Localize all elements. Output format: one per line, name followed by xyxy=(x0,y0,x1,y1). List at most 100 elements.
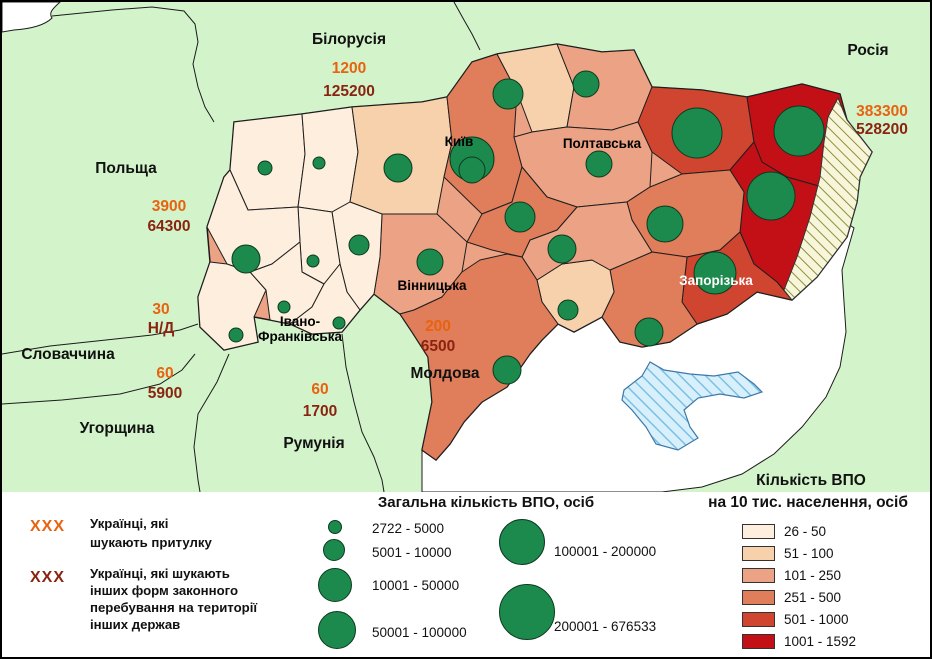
map-labels-layer: Білорусія Росія Польща Словаччина Угорщина Ру… xyxy=(21,31,908,452)
idp-circle-chernivtsi xyxy=(332,316,346,330)
other-line-3: перебування на території xyxy=(90,600,258,615)
idp-circle-mykolaiv xyxy=(557,299,579,321)
legend-circle-label-1: 2722 - 5000 xyxy=(372,521,445,536)
legend-circle-size-1 xyxy=(328,520,342,534)
idp-circle-dnipro xyxy=(646,205,684,243)
oblast-label-Київ: Київ xyxy=(445,134,474,149)
oblast-label-Полтавська: Полтавська xyxy=(563,136,642,151)
legend-circle-size-5 xyxy=(499,519,545,565)
oblast-odesa xyxy=(399,253,559,461)
idp-circle-zakarpattia xyxy=(228,327,244,343)
idp-circle-ternopil xyxy=(306,254,320,268)
legend-circle-label-2: 5001 - 10000 xyxy=(372,545,452,560)
country-label-Польща: Польща xyxy=(95,160,157,177)
idp-circles-layer xyxy=(228,70,825,385)
stat-asylum-russia: 383300 xyxy=(856,103,908,120)
legend-circle-label-5: 100001 - 200000 xyxy=(554,544,657,559)
legend-circle-size-2 xyxy=(323,539,345,561)
legend-swatch-label-5: 501 - 1000 xyxy=(784,612,849,627)
outflow-legend: XXX Українці, які шукають притулку XXX У… xyxy=(30,514,320,633)
other-line-1: Українці, які шукають xyxy=(90,566,230,581)
legend-circle-size-6 xyxy=(499,584,555,640)
hatched-crimea xyxy=(621,361,764,451)
idp-circle-cherkasy xyxy=(504,201,536,233)
asylum-legend-row: XXX Українці, які шукають притулку xyxy=(30,514,320,552)
idp-circle-zaporizhzhia xyxy=(693,251,737,295)
other-forms-xxx-marker: XXX xyxy=(30,569,66,586)
other-forms-legend-text: Українці, які шукають інших форм законно… xyxy=(90,565,257,633)
stat-other-slovakia: Н/Д xyxy=(148,320,175,337)
oblast-chernivtsi xyxy=(289,263,361,335)
idp-circle-zhytomyr xyxy=(383,153,413,183)
stat-asylum-moldova: 200 xyxy=(425,318,451,335)
northwest-water xyxy=(2,2,61,33)
circle-legend-title: Загальна кількість ВПО, осіб xyxy=(377,494,595,511)
idp-circle-kherson xyxy=(634,317,664,347)
legend-swatch-label-3: 101 - 250 xyxy=(784,568,842,583)
legend-swatch-label-6: 1001 - 1592 xyxy=(784,634,857,649)
idp-circle-donetsk xyxy=(746,171,796,221)
stat-other-hungary: 5900 xyxy=(148,385,182,402)
idp-circle-sumy xyxy=(572,70,600,98)
stat-asylum-slovakia: 30 xyxy=(152,301,169,318)
idp-circle-rivne xyxy=(312,156,326,170)
oblast-label-Івано-: Івано- xyxy=(280,314,320,329)
idp-circle-kirovohrad xyxy=(547,234,577,264)
country-label-Молдова: Молдова xyxy=(410,365,479,382)
stat-other-moldova: 6500 xyxy=(421,338,455,355)
idp-circle-khmelnytskyi xyxy=(348,234,370,256)
stat-other-romania: 1700 xyxy=(303,403,337,420)
legend-swatch-label-2: 51 - 100 xyxy=(784,546,834,561)
other-forms-legend-row: XXX Українці, які шукають інших форм зак… xyxy=(30,565,320,633)
legend-band xyxy=(2,492,930,657)
idp-circle-chernihiv xyxy=(492,78,524,110)
legend-circle-size-3 xyxy=(318,568,352,602)
country-label-Росія: Росія xyxy=(847,42,888,59)
idp-circle-lviv xyxy=(231,244,261,274)
country-label-Румунія: Румунія xyxy=(283,435,344,452)
legend-swatch-2 xyxy=(742,546,775,561)
asylum-xxx-marker: XXX xyxy=(30,518,66,535)
idp-circle-vinnytsia xyxy=(416,248,444,276)
idp-circle-odesa xyxy=(492,355,522,385)
stat-asylum-hungary: 60 xyxy=(156,365,173,382)
legend-circle-size-4 xyxy=(318,611,356,649)
legend-circle-label-3: 10001 - 50000 xyxy=(372,578,460,593)
asylum-line-2: шукають притулку xyxy=(90,535,212,550)
legend-swatch-1 xyxy=(742,524,775,539)
hatched-occupied-donbas xyxy=(783,96,873,301)
country-borders xyxy=(2,2,481,493)
color-legend-title-line2: на 10 тис. населення, осіб xyxy=(708,494,908,511)
legend-swatch-label-1: 26 - 50 xyxy=(784,524,827,539)
idp-circle-luhansk xyxy=(773,105,825,157)
stat-asylum-belarus: 1200 xyxy=(332,60,366,77)
oblast-label-Франківська: Франківська xyxy=(258,329,342,344)
legend-swatch-4 xyxy=(742,590,775,605)
idp-circle-kharkiv xyxy=(671,107,723,159)
stat-asylum-romania: 60 xyxy=(311,381,328,398)
country-label-Словаччина: Словаччина xyxy=(21,346,115,363)
oblast-label-Запорізька: Запорізька xyxy=(679,273,753,288)
idp-circle-ivano-frankivsk xyxy=(277,300,291,314)
legend-swatch-5 xyxy=(742,612,775,627)
asylum-line-1: Українці, які xyxy=(90,516,169,531)
legend-swatch-label-4: 251 - 500 xyxy=(784,590,842,605)
stat-other-belarus: 125200 xyxy=(323,83,375,100)
stat-other-russia: 528200 xyxy=(856,121,908,138)
idp-circle-poltava xyxy=(585,150,613,178)
color-legend-title-line1: Кількість ВПО xyxy=(756,472,866,489)
other-line-4: інших держав xyxy=(90,617,181,632)
legend-swatch-6 xyxy=(742,634,775,649)
legend-circle-label-4: 50001 - 100000 xyxy=(372,625,467,640)
legend-circle-label-6: 200001 - 676533 xyxy=(554,619,657,634)
oblast-rivne xyxy=(297,106,359,213)
country-label-Угорщина: Угорщина xyxy=(80,420,155,437)
asylum-legend-text: Українці, які шукають притулку xyxy=(90,514,212,552)
idp-circle-kyiv-oblast xyxy=(458,156,486,184)
oblast-label-Вінницька: Вінницька xyxy=(398,278,467,293)
country-label-Білорусія: Білорусія xyxy=(312,31,386,48)
stat-asylum-poland: 3900 xyxy=(152,198,186,215)
stat-other-poland: 64300 xyxy=(147,218,190,235)
legend-swatch-3 xyxy=(742,568,775,583)
